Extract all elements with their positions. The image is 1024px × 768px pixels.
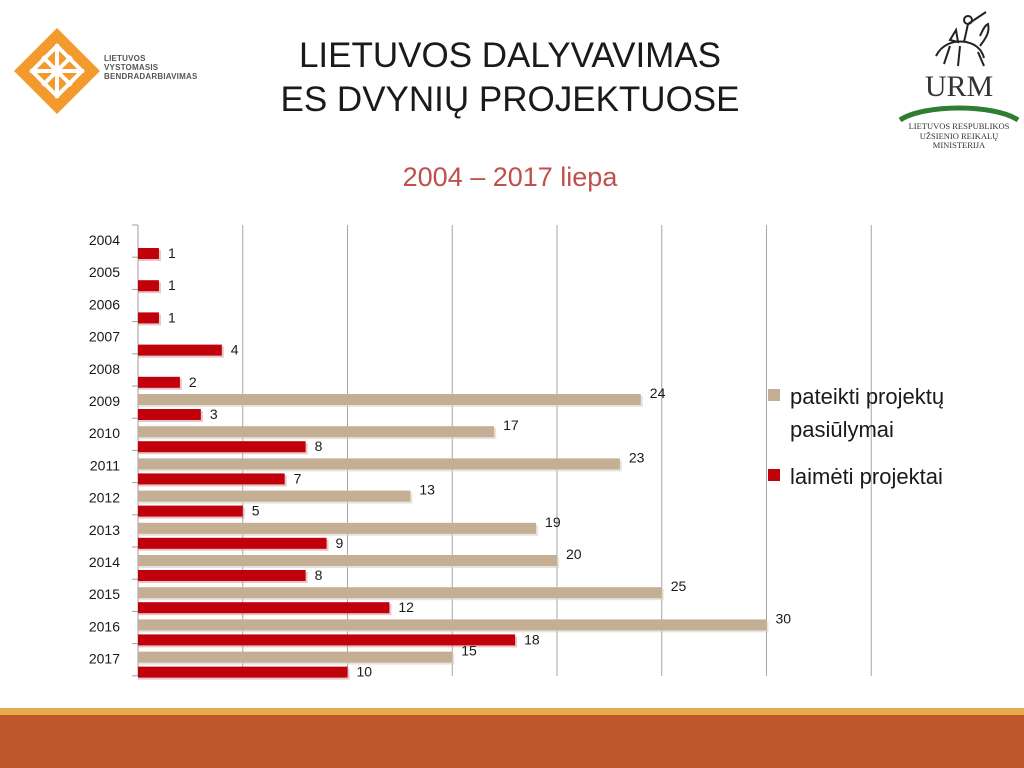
category-label: 2009 xyxy=(89,393,120,409)
title-line-1: LIETUVOS DALYVAVIMAS xyxy=(298,36,722,75)
category-label: 2013 xyxy=(89,522,120,538)
data-label-won: 18 xyxy=(524,631,540,647)
category-label: 2017 xyxy=(89,651,120,667)
data-label-submitted: 25 xyxy=(671,578,687,594)
category-label: 2014 xyxy=(89,554,120,570)
bar-won xyxy=(138,570,306,581)
category-label: 2007 xyxy=(89,329,120,345)
legend-item-won: laimėti projektai xyxy=(768,460,1008,493)
data-label-submitted: 23 xyxy=(629,449,645,465)
data-label-won: 1 xyxy=(168,309,176,325)
legend-swatch-won xyxy=(768,469,780,481)
bar-won xyxy=(138,280,159,292)
category-label: 2005 xyxy=(89,264,120,280)
footer-bar xyxy=(0,715,1024,768)
data-label-won: 2 xyxy=(189,374,197,390)
chart-subtitle: 2004 – 2017 liepa xyxy=(402,162,618,192)
data-label-submitted: 13 xyxy=(419,482,435,498)
legend-swatch-submitted xyxy=(768,389,780,401)
footer-accent-line xyxy=(0,708,1024,715)
ministry-name: LIETUVOS RESPUBLIKOS UŽSIENIO REIKALŲ MI… xyxy=(894,121,1024,151)
data-label-won: 9 xyxy=(336,535,344,551)
data-label-won: 3 xyxy=(210,406,218,422)
category-label: 2008 xyxy=(89,361,120,377)
category-label: 2011 xyxy=(90,457,120,473)
lvb-logo-line: BENDRADARBIAVIMAS xyxy=(104,72,198,81)
lvb-logo: LIETUVOS VYSTOMASIS BENDRADARBIAVIMAS xyxy=(12,26,212,116)
bar-submitted xyxy=(138,619,767,631)
bar-won xyxy=(138,409,201,420)
bar-won xyxy=(138,312,159,324)
title-line-2: ES DVYNIŲ PROJEKTUOSE xyxy=(280,80,740,119)
bar-won xyxy=(138,248,159,259)
lvb-logo-text: LIETUVOS VYSTOMASIS BENDRADARBIAVIMAS xyxy=(104,54,197,81)
bar-submitted xyxy=(138,651,453,663)
category-label: 2004 xyxy=(89,232,120,248)
category-label: 2016 xyxy=(89,618,120,634)
data-label-won: 8 xyxy=(315,438,323,454)
legend-item-submitted: pateikti projektų pasiūlymai xyxy=(768,380,1008,446)
ministry-line: MINISTERIJA xyxy=(932,140,986,150)
legend-label-won: laimėti projektai xyxy=(790,464,943,489)
bar-won xyxy=(138,634,516,646)
data-label-submitted: 19 xyxy=(545,514,561,530)
bar-won xyxy=(138,376,180,388)
data-label-won: 1 xyxy=(168,277,176,293)
data-label-won: 4 xyxy=(231,342,239,358)
data-label-won: 8 xyxy=(315,567,323,583)
category-label: 2015 xyxy=(89,586,120,602)
data-label-submitted: 17 xyxy=(503,417,519,433)
category-label: 2006 xyxy=(89,296,120,312)
data-label-won: 12 xyxy=(398,599,414,615)
urm-abbreviation: URM xyxy=(924,70,994,103)
lvb-emblem-icon xyxy=(14,28,100,114)
bar-won xyxy=(138,505,243,517)
bar-won xyxy=(138,602,390,614)
bar-submitted xyxy=(138,490,411,502)
data-label-won: 7 xyxy=(294,470,302,486)
legend-label-submitted: pateikti projektų pasiūlymai xyxy=(790,384,945,442)
data-label-won: 5 xyxy=(252,503,260,519)
bar-won xyxy=(138,473,285,485)
knight-emblem-icon xyxy=(935,11,990,67)
data-label-won: 10 xyxy=(357,664,373,680)
data-label-submitted: 20 xyxy=(566,546,582,562)
bar-won xyxy=(138,537,327,549)
chart-legend: pateikti projektų pasiūlymai laimėti pro… xyxy=(768,380,1008,507)
data-label-submitted: 30 xyxy=(776,610,792,626)
bar-submitted xyxy=(138,426,495,438)
bar-won xyxy=(138,441,306,453)
data-label-submitted: 15 xyxy=(461,643,477,659)
category-label: 2012 xyxy=(89,490,120,506)
bar-submitted xyxy=(138,458,620,470)
urm-logo: URM LIETUVOS RESPUBLIKOS UŽSIENIO REIKAL… xyxy=(894,6,1024,156)
lvb-logo-line: LIETUVOS xyxy=(104,54,146,63)
lvb-logo-line: VYSTOMASIS xyxy=(104,63,159,72)
category-label: 2010 xyxy=(89,425,120,441)
green-arc-icon xyxy=(898,105,1020,122)
bar-submitted xyxy=(138,522,537,534)
data-label-submitted: 24 xyxy=(650,385,666,401)
bar-won xyxy=(138,666,348,678)
bar-submitted xyxy=(138,587,662,599)
bar-submitted xyxy=(138,555,557,566)
bar-submitted xyxy=(138,394,641,405)
data-label-won: 1 xyxy=(168,245,176,261)
ministry-line: LIETUVOS RESPUBLIKOS xyxy=(908,121,1010,131)
bar-won xyxy=(138,344,222,356)
page-title: LIETUVOS DALYVAVIMAS ES DVYNIŲ PROJEKTUO… xyxy=(230,34,790,122)
ministry-line: UŽSIENIO REIKALŲ xyxy=(919,130,999,141)
